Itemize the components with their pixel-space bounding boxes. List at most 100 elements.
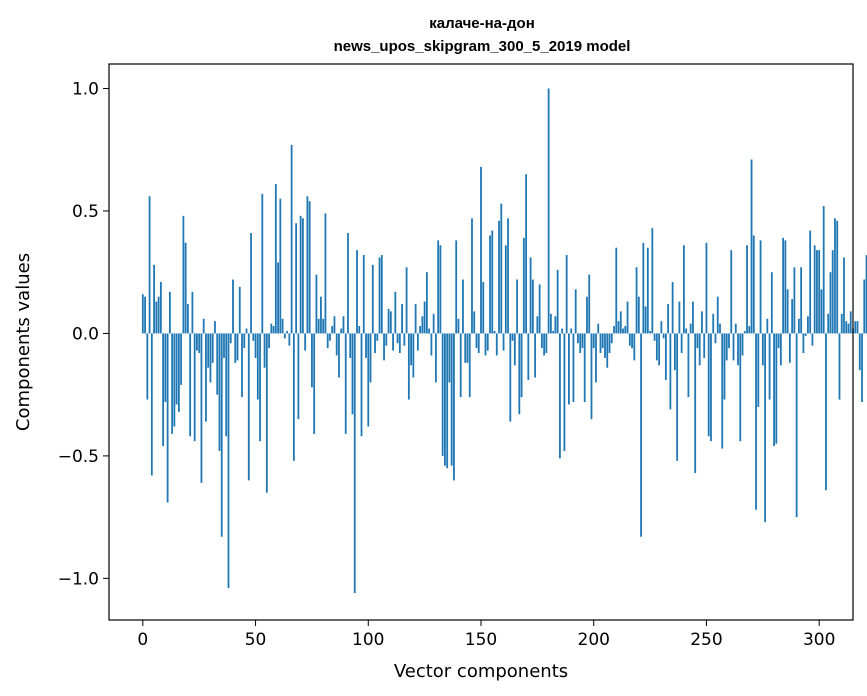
bar — [779, 333, 782, 366]
bar — [522, 237, 525, 334]
bar — [281, 318, 284, 334]
bar — [626, 301, 629, 334]
bar — [441, 333, 444, 456]
bar — [358, 326, 361, 334]
bar — [277, 262, 279, 334]
bar — [311, 333, 313, 388]
bar — [432, 313, 435, 334]
bar — [462, 279, 464, 334]
bar — [714, 333, 717, 344]
bar — [822, 206, 825, 334]
bar-series — [141, 88, 867, 594]
bar — [446, 333, 449, 469]
bar — [858, 333, 861, 371]
bar — [232, 279, 234, 334]
bar — [554, 316, 557, 334]
bar — [324, 213, 327, 334]
bar — [290, 144, 293, 334]
bar — [601, 333, 604, 349]
bar — [676, 333, 679, 461]
bar — [667, 304, 670, 334]
bar — [455, 240, 458, 334]
bar — [829, 272, 832, 334]
bar — [392, 333, 394, 351]
bar — [849, 311, 852, 334]
y-axis-ticks: 1.0 0.5 0.0 −0.5 −1.0 — [58, 79, 109, 589]
bar — [495, 333, 498, 356]
bar — [202, 318, 205, 334]
bar — [405, 267, 408, 334]
bar — [378, 257, 381, 334]
bar — [513, 333, 516, 366]
bar — [525, 174, 527, 334]
bar — [423, 301, 426, 334]
bar — [335, 333, 338, 356]
bar — [459, 333, 462, 398]
bar — [793, 267, 796, 334]
bar — [782, 237, 785, 334]
bar — [180, 333, 183, 385]
bar — [628, 333, 631, 346]
bar — [728, 333, 730, 349]
bar — [286, 330, 289, 334]
x-axis-ticks: 0 50 100 150 200 250 300 — [137, 620, 835, 650]
bar — [755, 333, 757, 510]
bar — [473, 311, 476, 334]
bar — [218, 333, 221, 451]
bar — [595, 333, 597, 383]
y-axis-label: Components values — [13, 253, 34, 431]
bar — [416, 333, 419, 351]
bar — [491, 230, 494, 334]
bar — [565, 255, 568, 334]
bar — [338, 333, 340, 378]
bar — [464, 333, 467, 363]
bar — [797, 318, 800, 334]
bar — [809, 230, 812, 334]
bar — [141, 294, 144, 334]
bar — [622, 328, 624, 334]
bar — [150, 333, 153, 476]
y-tick-label: 1.0 — [72, 79, 99, 99]
bar — [205, 333, 207, 422]
bar — [633, 333, 636, 361]
bar — [597, 323, 600, 334]
bar — [813, 245, 816, 334]
bar — [854, 321, 857, 334]
bar — [353, 333, 356, 594]
bar — [329, 333, 331, 341]
bar — [802, 333, 805, 354]
bar — [694, 333, 697, 474]
bar — [367, 333, 370, 427]
bar — [471, 218, 473, 334]
bar — [301, 218, 304, 334]
bar — [401, 304, 403, 334]
bar — [581, 333, 584, 349]
bar — [243, 333, 246, 349]
bar — [227, 333, 230, 589]
bar — [721, 333, 724, 449]
bar — [680, 333, 683, 354]
bar — [624, 326, 627, 334]
bar — [689, 323, 692, 334]
bar — [748, 326, 751, 334]
bar — [703, 333, 706, 358]
bar — [265, 333, 268, 493]
bar — [739, 333, 742, 442]
bar — [304, 333, 307, 351]
bar — [583, 333, 586, 403]
bar — [252, 333, 255, 341]
bar — [608, 333, 611, 354]
bar — [175, 333, 178, 405]
bar — [317, 318, 320, 334]
bar — [615, 247, 618, 334]
bar — [807, 316, 809, 334]
y-tick-label: −1.0 — [58, 569, 99, 589]
bar — [710, 333, 712, 442]
bar — [655, 333, 658, 361]
bar — [383, 333, 385, 361]
x-tick-label: 300 — [803, 630, 835, 650]
bar — [662, 333, 665, 339]
bar — [380, 255, 383, 334]
bar — [640, 333, 642, 537]
bar — [453, 333, 455, 481]
